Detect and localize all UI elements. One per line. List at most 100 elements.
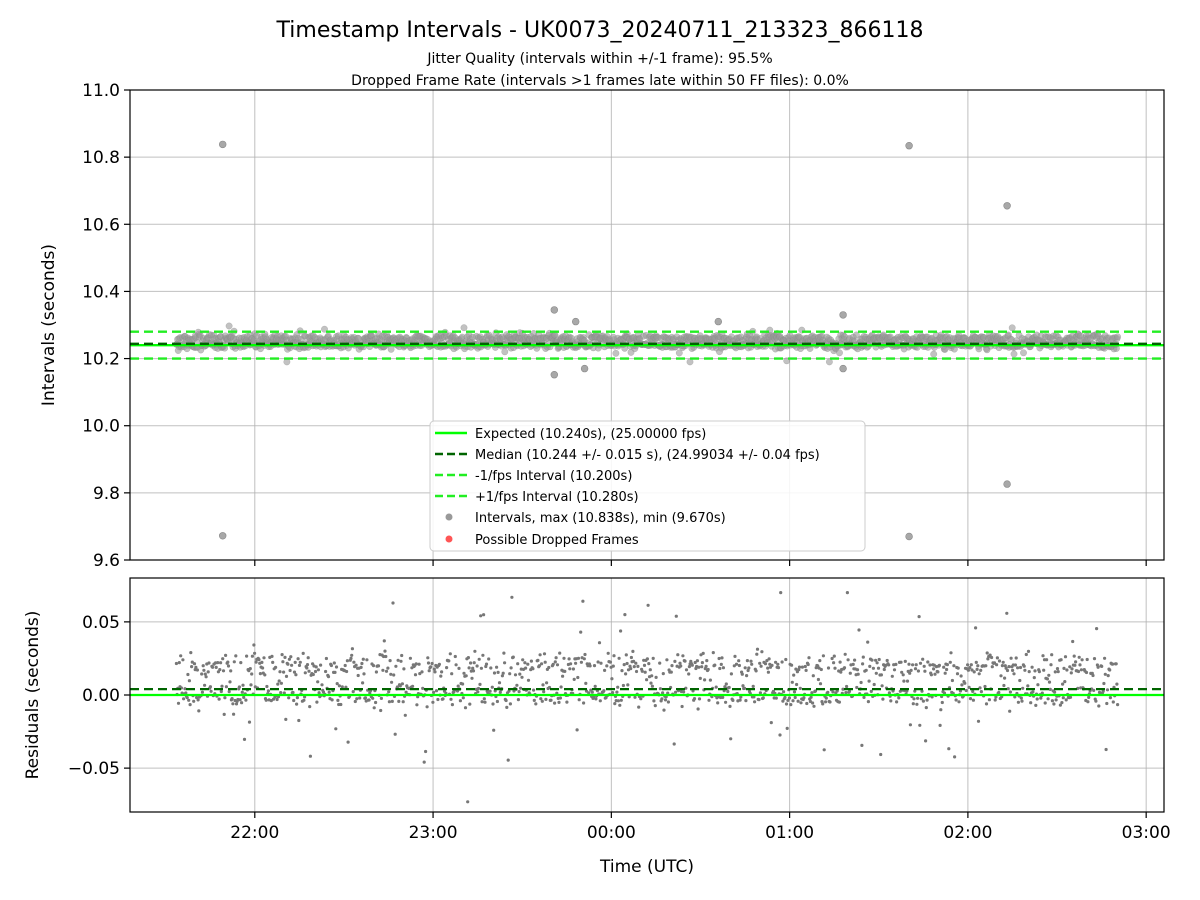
- residual-point: [1016, 666, 1020, 670]
- residual-point: [587, 691, 591, 695]
- residual-point: [994, 695, 998, 699]
- residual-point: [476, 690, 480, 694]
- residual-point: [195, 668, 199, 672]
- residual-point: [997, 690, 1001, 695]
- residual-point: [456, 684, 460, 688]
- residual-point: [663, 698, 668, 702]
- residual-point: [337, 684, 341, 688]
- residual-point: [921, 699, 926, 703]
- interval-outlier-point: [1003, 202, 1011, 210]
- residual-point: [190, 660, 194, 664]
- residual-point: [740, 672, 744, 676]
- residual-point: [510, 595, 514, 599]
- residual-point: [577, 698, 581, 702]
- residual-point: [661, 672, 665, 676]
- residual-point: [745, 659, 750, 663]
- residual-point: [519, 686, 523, 690]
- residual-point: [289, 655, 293, 659]
- residual-point: [365, 658, 369, 662]
- residual-point: [274, 665, 278, 670]
- residual-point: [431, 700, 435, 704]
- residual-point: [1102, 681, 1106, 686]
- residual-point: [967, 685, 971, 690]
- residual-point: [399, 659, 403, 663]
- residual-point: [964, 688, 968, 693]
- residual-point: [1091, 673, 1095, 678]
- residual-point: [240, 690, 244, 694]
- residual-point: [332, 661, 336, 665]
- residual-point: [959, 674, 963, 678]
- residual-point: [616, 685, 620, 689]
- residual-point: [1094, 699, 1098, 703]
- residual-point: [433, 670, 437, 674]
- residual-point: [1016, 700, 1021, 704]
- residual-point: [963, 681, 967, 685]
- residual-point: [984, 664, 988, 668]
- residual-point: [181, 658, 185, 662]
- residual-point: [417, 662, 421, 666]
- residual-point: [794, 667, 798, 671]
- residual-point: [1111, 662, 1115, 666]
- residual-point: [1011, 668, 1015, 673]
- residual-point: [711, 651, 715, 655]
- residual-point: [948, 660, 952, 664]
- residual-point: [529, 659, 534, 663]
- residual-point: [851, 662, 855, 667]
- residual-point: [1022, 664, 1026, 668]
- residual-point: [245, 654, 249, 658]
- residual-point: [936, 670, 940, 674]
- residual-point: [379, 708, 383, 713]
- residual-point: [902, 679, 906, 683]
- residual-point: [234, 702, 239, 706]
- residual-point: [960, 683, 964, 687]
- interval-outlier-point: [550, 306, 558, 314]
- residual-point: [371, 664, 376, 668]
- residual-point: [755, 652, 759, 656]
- residual-point: [209, 689, 213, 693]
- residual-point: [1023, 668, 1027, 672]
- residual-point: [313, 669, 318, 674]
- residual-point: [650, 674, 654, 678]
- interval-point: [501, 348, 509, 356]
- residual-point: [1114, 662, 1118, 666]
- residual-point: [383, 649, 387, 653]
- residual-point: [445, 666, 449, 670]
- residuals-y-label: Residuals (seconds): [23, 611, 43, 780]
- residual-point: [824, 700, 828, 704]
- residual-point: [673, 659, 677, 664]
- residual-point: [208, 685, 212, 689]
- residual-point: [940, 700, 944, 705]
- residual-point: [864, 668, 868, 672]
- residual-point: [1026, 684, 1030, 688]
- residual-point: [1095, 627, 1099, 631]
- residual-point: [647, 662, 651, 666]
- residual-point: [1006, 687, 1010, 691]
- residual-point: [257, 658, 261, 662]
- residual-point: [483, 700, 487, 704]
- residual-point: [592, 695, 596, 699]
- residual-point: [390, 699, 394, 704]
- residual-point: [286, 662, 290, 666]
- residual-point: [1041, 654, 1045, 658]
- residual-point: [1068, 665, 1072, 669]
- residual-point: [1024, 652, 1028, 657]
- residuals-y-tick-label: −0.05: [68, 759, 120, 779]
- residual-point: [386, 666, 390, 670]
- residual-point: [1063, 655, 1068, 659]
- residual-point: [781, 699, 785, 703]
- residual-point: [751, 684, 755, 689]
- residual-point: [489, 666, 493, 670]
- residual-point: [500, 674, 504, 678]
- residual-point: [182, 697, 186, 701]
- residual-point: [1036, 683, 1040, 687]
- residual-point: [680, 704, 684, 709]
- residual-point: [895, 700, 899, 704]
- residual-point: [1062, 666, 1066, 671]
- residual-point: [821, 702, 825, 706]
- residual-point: [1032, 676, 1036, 680]
- residual-point: [971, 689, 975, 694]
- residual-point: [985, 651, 989, 655]
- residual-point: [629, 655, 634, 660]
- residual-point: [558, 651, 562, 655]
- residual-point: [672, 742, 676, 746]
